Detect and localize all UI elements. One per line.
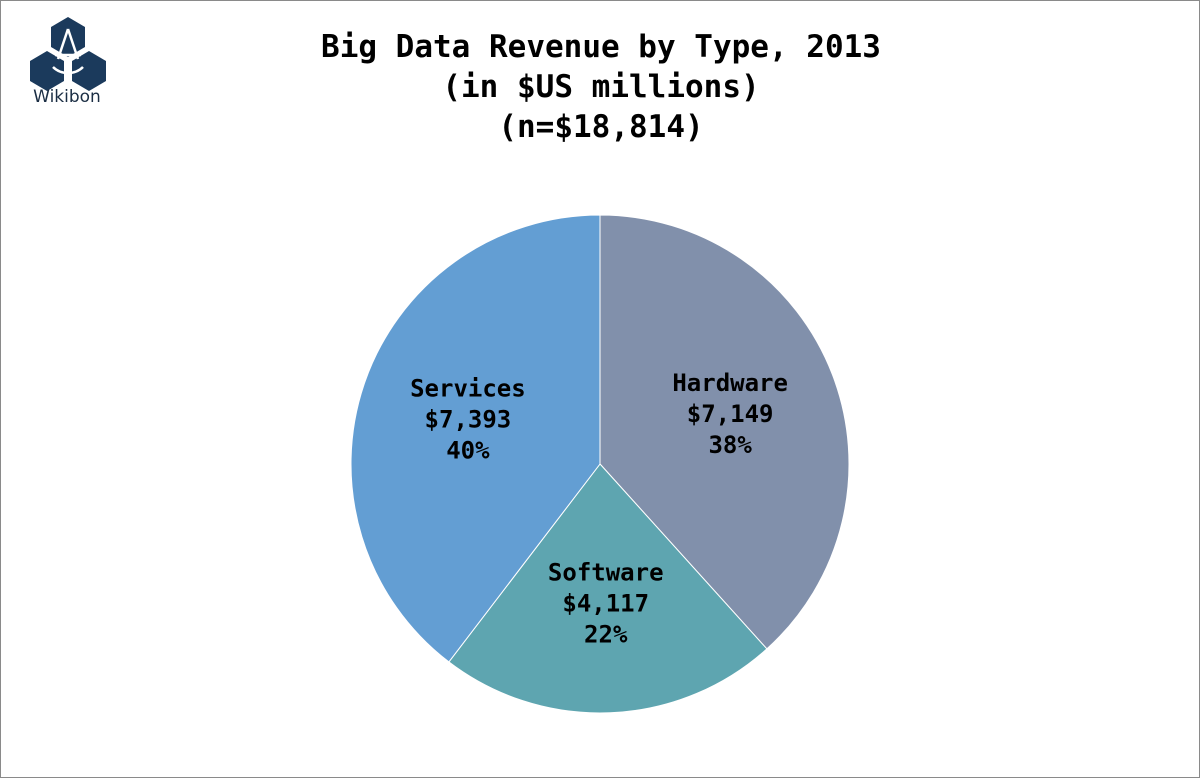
pie-slice-services [350,214,601,663]
slice-value-label: $4,117 [562,589,649,617]
wikibon-logo-icon [30,17,106,91]
chart-title: Big Data Revenue by Type, 2013 (in $US m… [201,27,1001,147]
data-label-software: Software $4,117 22% [548,558,664,648]
slice-percent-label: 22% [584,620,628,648]
data-label-services: Services $7,393 40% [410,374,526,464]
chart-title-line-2: (in $US millions) [442,69,760,105]
slice-category-label: Software [548,558,664,586]
slice-category-label: Hardware [672,369,788,397]
chart-title-line-3: (n=$18,814) [498,109,704,145]
slice-percent-label: 38% [708,431,752,459]
slice-value-label: $7,393 [425,405,512,433]
pie-slice-hardware [599,214,850,650]
data-label-hardware: Hardware $7,149 38% [672,369,788,459]
pie-slice-software [448,463,768,714]
chart-title-line-1: Big Data Revenue by Type, 2013 [321,29,881,65]
slice-percent-label: 40% [446,436,490,464]
slice-category-label: Services [410,374,526,402]
wikibon-logo-text: Wikibon [33,87,101,107]
slice-value-label: $7,149 [687,400,774,428]
